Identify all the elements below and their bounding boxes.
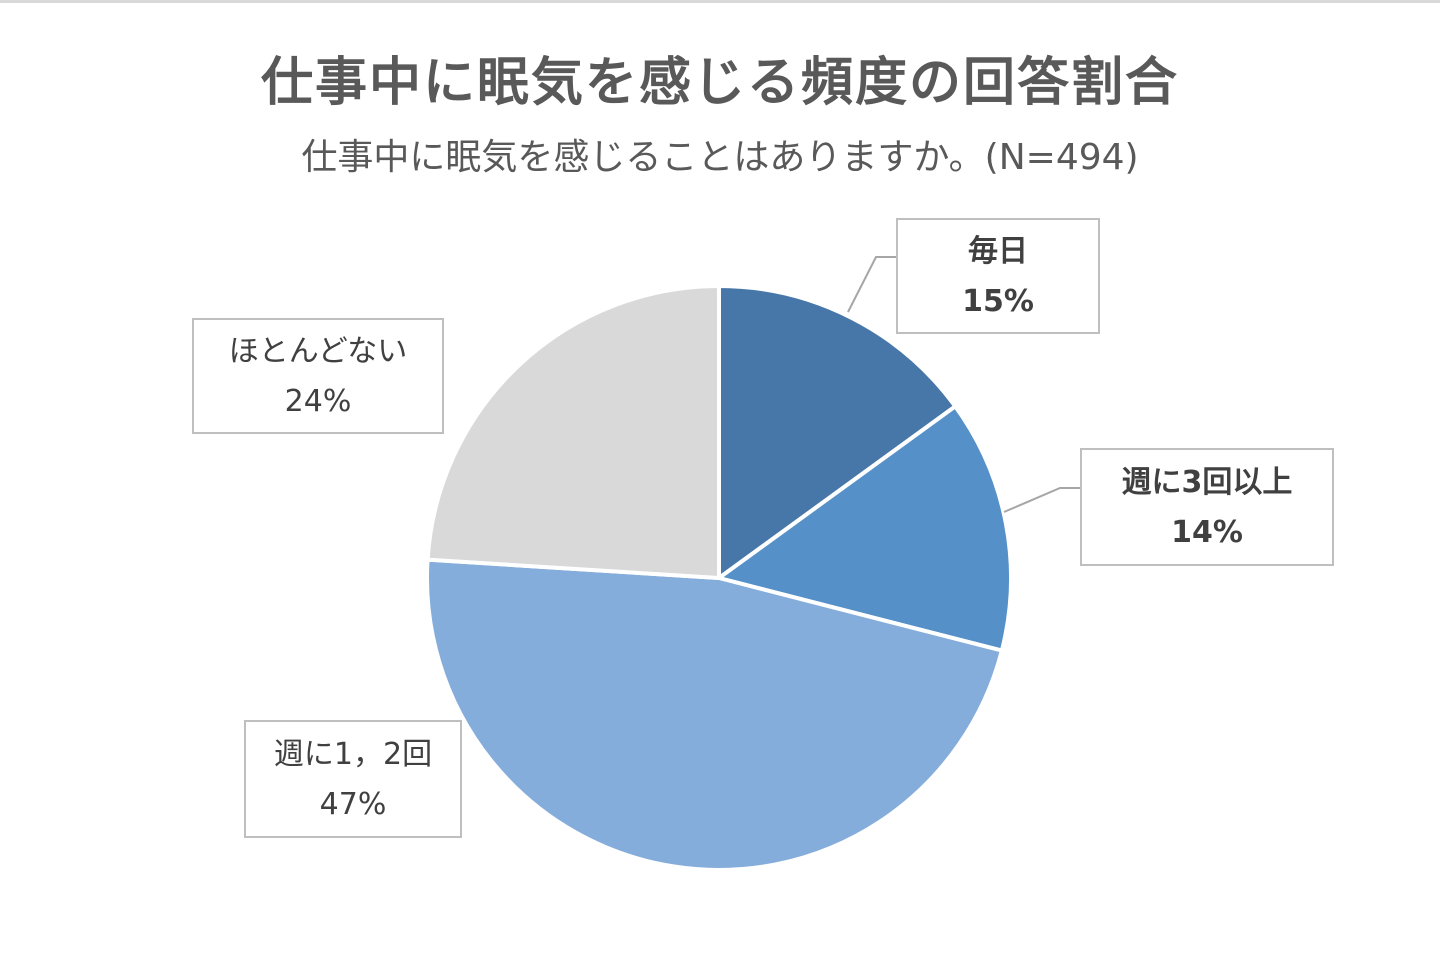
chart-title: 仕事中に眠気を感じる頻度の回答割合 [260,53,1179,113]
leader-line-daily [847,256,896,313]
callout-1-2-weekly: 週に1，2回 47% [244,720,462,838]
top-border-line [0,0,1440,3]
pie-slice-3-plus-weekly [717,404,1013,653]
callout-1-2-weekly-label: 週に1，2回 [273,737,433,772]
callout-rarely-value: 24% [284,384,352,419]
pie-slice-rarely [425,284,721,580]
callout-1-2-weekly-value: 47% [319,787,387,822]
callout-daily-value: 15% [962,284,1034,319]
pie-slice-1-2-weekly [425,557,1004,872]
pie-slice-daily [717,284,958,580]
callout-rarely: ほとんどない 24% [192,318,444,434]
chart-subtitle: 仕事中に眠気を感じることはありますか。(N=494) [301,137,1139,178]
callout-daily: 毎日 15% [896,218,1100,334]
callout-3-plus-weekly-label: 週に3回以上 [1121,465,1293,500]
callout-3-plus-weekly: 週に3回以上 14% [1080,448,1334,566]
callout-rarely-label: ほとんどない [228,334,408,369]
callout-3-plus-weekly-value: 14% [1171,515,1243,550]
leader-line-3-plus-weekly [1003,487,1080,513]
callout-daily-label: 毎日 [968,234,1028,269]
